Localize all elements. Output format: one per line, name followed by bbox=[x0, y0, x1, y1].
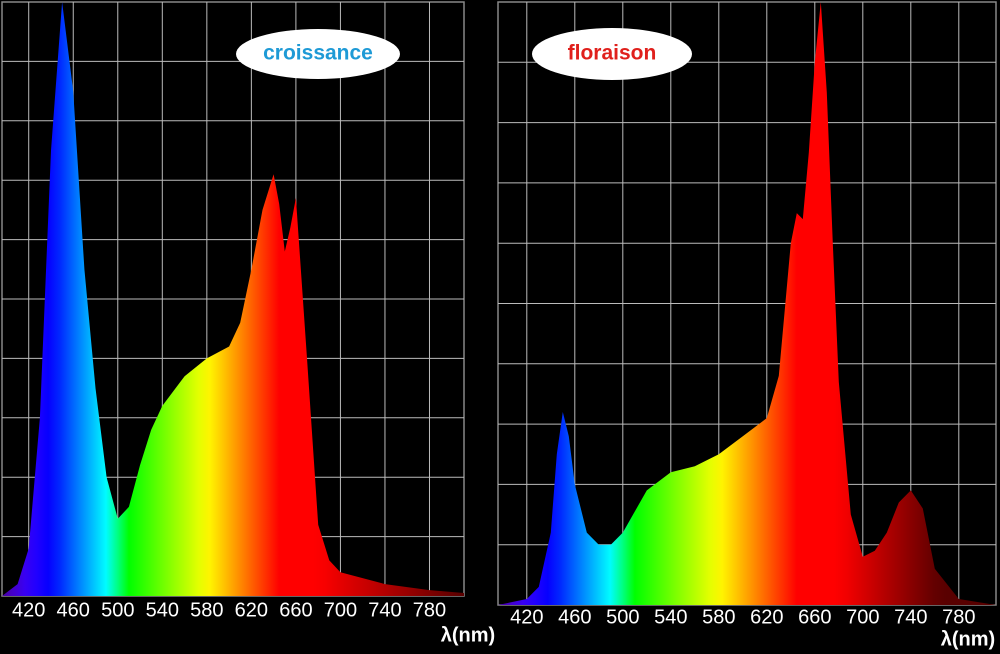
x-tick-label: 740 bbox=[368, 599, 401, 621]
x-tick-label: 700 bbox=[846, 606, 879, 628]
annotation: croissance bbox=[263, 42, 373, 65]
annotation-bubble bbox=[236, 29, 400, 79]
x-tick-label: 700 bbox=[324, 599, 357, 621]
x-tick-label: 460 bbox=[558, 606, 591, 628]
x-tick-label: 500 bbox=[101, 599, 134, 621]
x-tick-label: 780 bbox=[413, 599, 446, 621]
x-tick-label: 580 bbox=[702, 606, 735, 628]
spectrum-area bbox=[498, 2, 996, 605]
x-tick-label: 780 bbox=[942, 606, 975, 628]
x-tick-label: 660 bbox=[798, 606, 831, 628]
spectrum-area bbox=[2, 2, 464, 596]
x-tick-label: 620 bbox=[750, 606, 783, 628]
annotation: floraison bbox=[568, 42, 657, 65]
x-tick-label: 580 bbox=[190, 599, 223, 621]
x-tick-label: 460 bbox=[57, 599, 90, 621]
x-tick-label: 540 bbox=[146, 599, 179, 621]
x-axis-label: λ(nm) bbox=[941, 628, 995, 650]
x-tick-label: 420 bbox=[12, 599, 45, 621]
x-tick-label: 420 bbox=[510, 606, 543, 628]
x-tick-label: 500 bbox=[606, 606, 639, 628]
x-tick-label: 620 bbox=[235, 599, 268, 621]
x-tick-label: 660 bbox=[279, 599, 312, 621]
x-tick-label: 740 bbox=[894, 606, 927, 628]
x-tick-label: 540 bbox=[654, 606, 687, 628]
annotation-bubble bbox=[532, 28, 692, 80]
x-axis-label: λ(nm) bbox=[441, 624, 495, 646]
